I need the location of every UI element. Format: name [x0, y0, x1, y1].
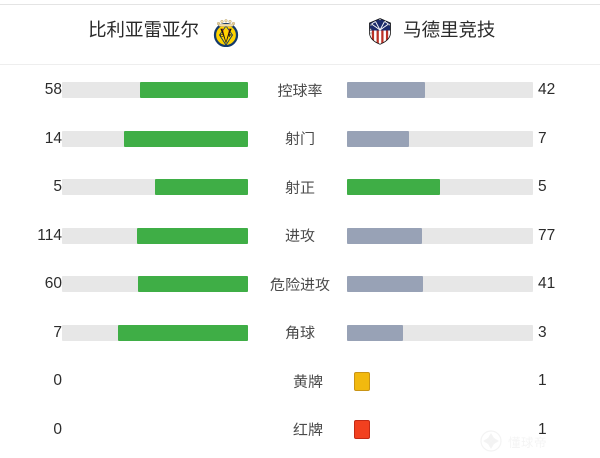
svg-text:C: C	[220, 33, 224, 39]
svg-text:F: F	[229, 33, 232, 39]
